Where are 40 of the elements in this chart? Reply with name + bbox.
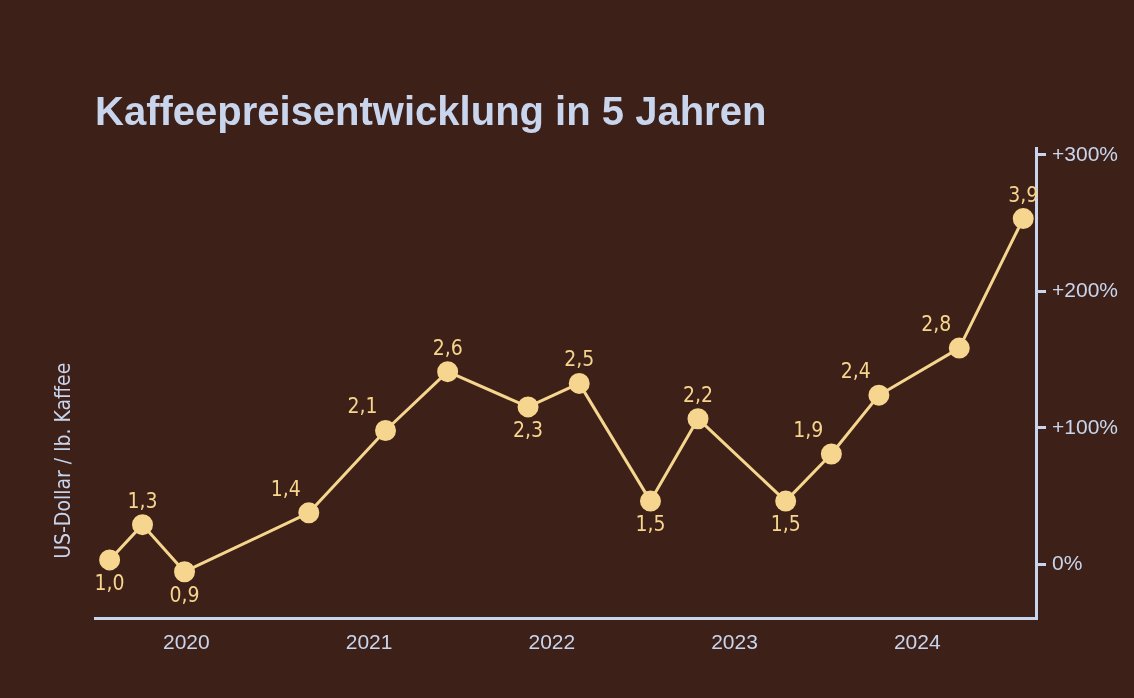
data-label: 2,8 bbox=[921, 312, 952, 337]
x-tick-label: 2023 bbox=[711, 630, 758, 654]
point bbox=[687, 408, 709, 430]
data-label: 2,4 bbox=[840, 359, 871, 384]
point bbox=[132, 514, 154, 536]
point bbox=[99, 549, 121, 571]
x-tick-label: 2021 bbox=[345, 630, 393, 654]
point bbox=[868, 384, 890, 406]
point bbox=[820, 443, 842, 465]
data-label: 1,4 bbox=[270, 476, 301, 501]
data-label: 1,5 bbox=[770, 512, 801, 537]
point bbox=[775, 490, 797, 512]
chart-title: Kaffeepreisentwicklung in 5 Jahren bbox=[95, 89, 767, 134]
point bbox=[298, 502, 320, 524]
data-label: 1,0 bbox=[94, 570, 125, 595]
data-label: 1,9 bbox=[793, 417, 824, 442]
y2-tick-label: +300% bbox=[1052, 141, 1119, 165]
x-tick-label: 2022 bbox=[528, 630, 576, 654]
point bbox=[517, 396, 539, 418]
point bbox=[437, 361, 459, 383]
point bbox=[1012, 208, 1034, 230]
data-label: 1,3 bbox=[127, 488, 158, 513]
y-axis-title: US-Dollar / lb. Kaffee bbox=[51, 362, 76, 559]
y2-tick-label: 0% bbox=[1052, 551, 1083, 575]
x-tick-label: 2024 bbox=[893, 630, 941, 654]
data-label: 1,5 bbox=[635, 512, 666, 537]
data-label: 2,1 bbox=[347, 394, 378, 419]
point bbox=[568, 372, 590, 394]
point bbox=[174, 561, 196, 583]
point bbox=[948, 337, 970, 359]
x-tick-label: 2020 bbox=[163, 630, 210, 654]
point bbox=[375, 419, 397, 441]
data-label: 2,3 bbox=[513, 417, 544, 442]
data-label: 0,9 bbox=[169, 582, 200, 607]
data-label: 2,5 bbox=[564, 347, 595, 372]
point bbox=[639, 490, 661, 512]
data-label: 2,2 bbox=[682, 382, 714, 407]
y2-tick-label: +100% bbox=[1052, 414, 1119, 438]
data-label: 2,6 bbox=[432, 335, 463, 360]
y2-tick-label: +200% bbox=[1052, 278, 1119, 302]
